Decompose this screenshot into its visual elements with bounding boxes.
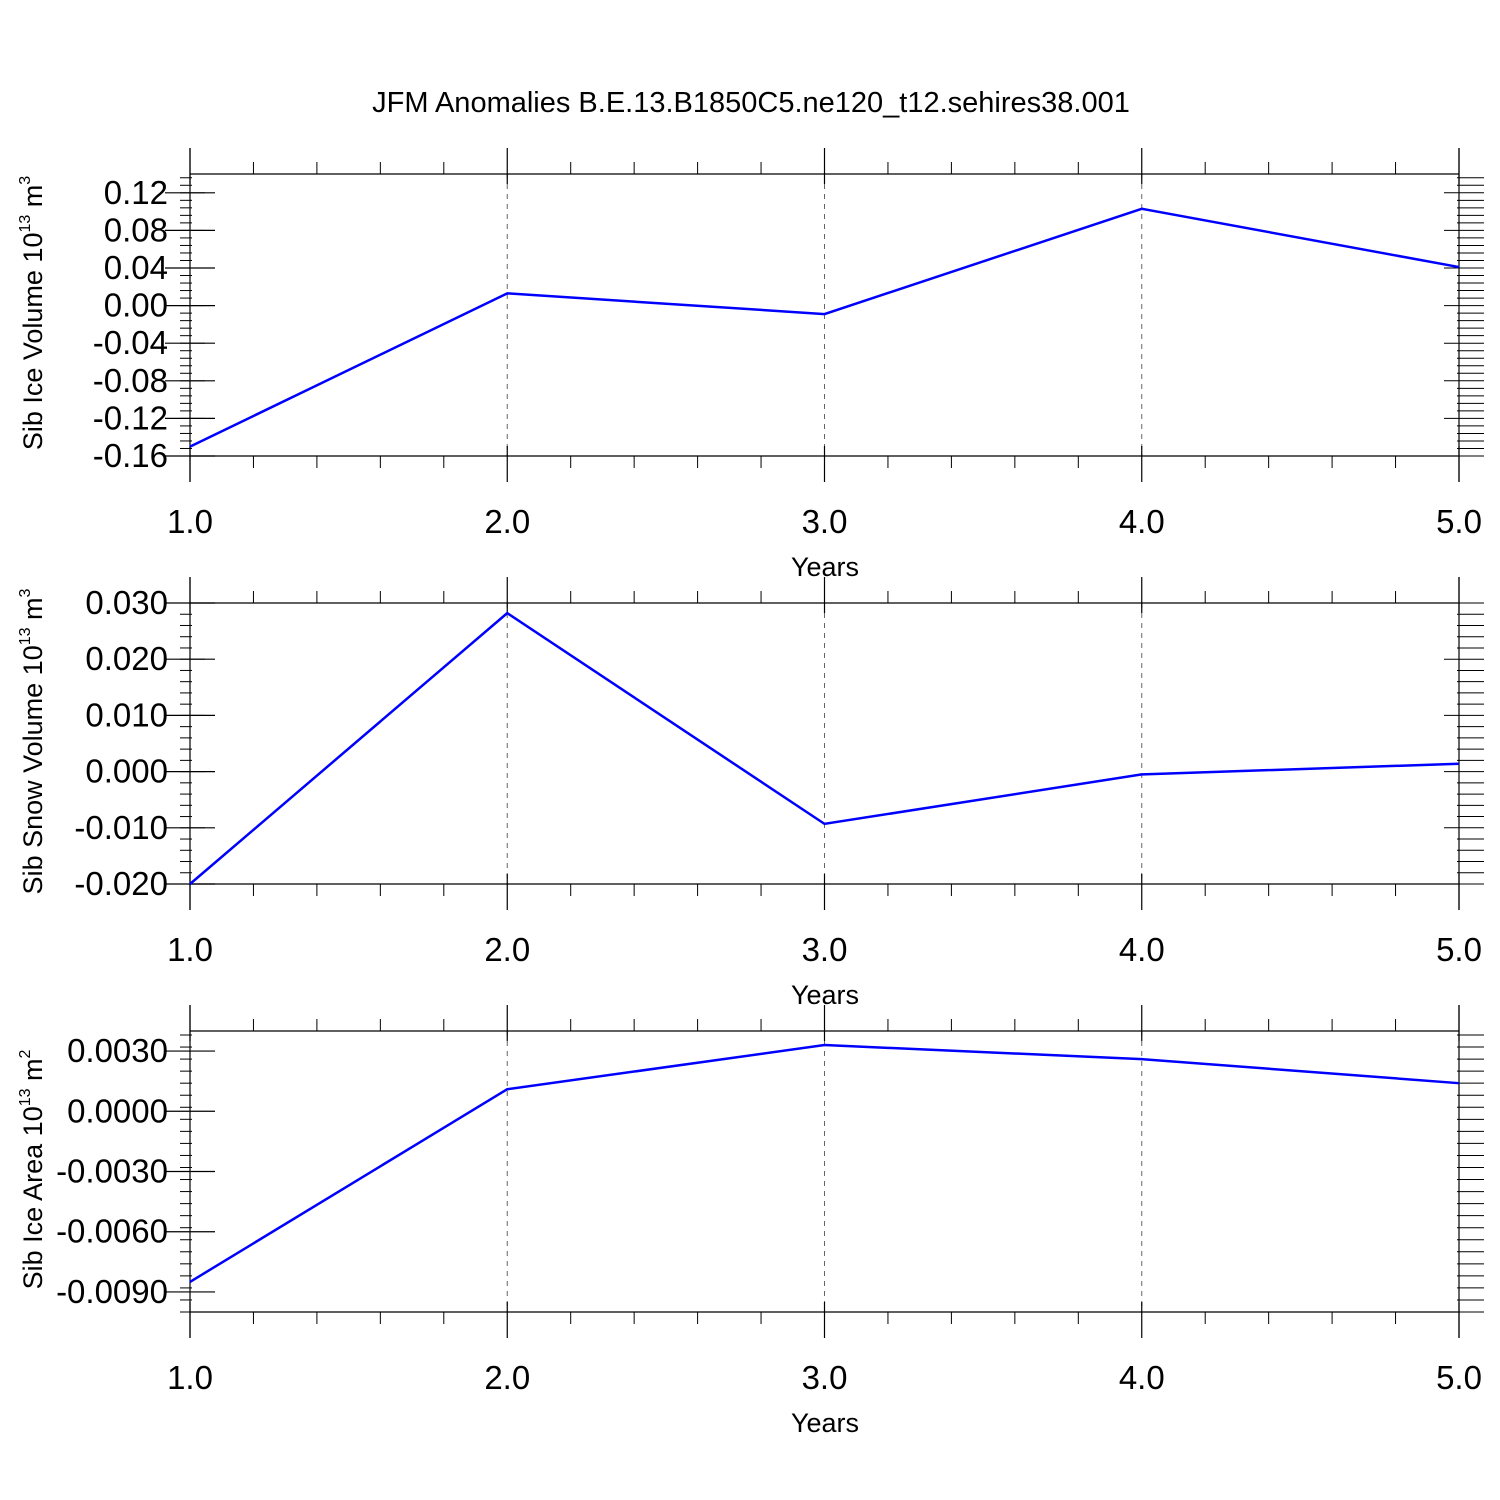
panel-1: 1.0 2.0 3.0 4.0 5.0Years-0.16-0.12-0.08-0.04… bbox=[17, 148, 1484, 582]
y-axis-label-unit-exponent: 3 bbox=[17, 176, 34, 185]
y-tick-label: 0.08 bbox=[104, 211, 168, 248]
y-tick-label: 0.0000 bbox=[67, 1092, 168, 1129]
y-tick-label: -0.020 bbox=[74, 865, 168, 902]
x-tick-label: 1.0 bbox=[167, 931, 213, 968]
y-tick-label: -0.04 bbox=[93, 324, 168, 361]
y-axis-label: Sib Ice Area 1013 m2 bbox=[17, 1049, 48, 1289]
y-tick-label: -0.08 bbox=[93, 362, 168, 399]
x-tick-label: 2.0 bbox=[484, 931, 530, 968]
y-tick-label: 0.000 bbox=[85, 753, 168, 790]
panel-3: 1.0 2.0 3.0 4.0 5.0 Years -0.0090 -0.0060 -0.003… bbox=[17, 1005, 1484, 1438]
y-tick-label: -0.0030 bbox=[56, 1153, 168, 1190]
x-tick-label: 5.0 bbox=[1436, 503, 1482, 540]
y-tick-label: 0.00 bbox=[104, 287, 168, 324]
y-axis-label: Sib Snow Volume 1013 m3 bbox=[17, 588, 48, 894]
y-axis-label-unit-exponent: 3 bbox=[17, 588, 34, 597]
x-tick-label: 1.0 bbox=[167, 503, 213, 540]
y-tick-label: -0.12 bbox=[93, 399, 168, 436]
y-tick-label: -0.0090 bbox=[56, 1273, 168, 1310]
y-axis-label-unit-exponent: 2 bbox=[17, 1049, 34, 1058]
y-tick-label: -0.010 bbox=[74, 809, 168, 846]
x-tick-label: 4.0 bbox=[1119, 931, 1165, 968]
y-tick-label: 0.0030 bbox=[67, 1032, 168, 1069]
panels: 1.0 2.0 3.0 4.0 5.0 Years -0.16-0.12-0.08-0.04… bbox=[17, 148, 1484, 1438]
y-tick-label: 0.030 bbox=[85, 584, 168, 621]
y-axis-label-unit: m bbox=[18, 597, 48, 627]
y-axis-label-exponent: 13 bbox=[17, 215, 34, 233]
y-tick-label: 0.020 bbox=[85, 640, 168, 677]
x-tick-label: 4.0 bbox=[1119, 503, 1165, 540]
x-tick-label: 1.0 bbox=[167, 1359, 213, 1396]
y-axis-label: Sib Ice Volume 1013 m3 bbox=[17, 176, 48, 450]
y-axis-label-main: Sib Ice Volume 10 bbox=[18, 233, 48, 451]
x-tick-label: 3.0 bbox=[802, 503, 848, 540]
y-tick-label: -0.16 bbox=[93, 437, 168, 474]
y-tick-label: 0.12 bbox=[104, 174, 168, 211]
y-axis-label-exponent: 13 bbox=[17, 627, 34, 645]
x-tick-label: 4.0 bbox=[1119, 1359, 1165, 1396]
y-axis-label-main: Sib Snow Volume 10 bbox=[18, 645, 48, 894]
y-tick-label: 0.04 bbox=[104, 249, 168, 286]
y-tick-label: -0.0060 bbox=[56, 1213, 168, 1250]
x-tick-label: 5.0 bbox=[1436, 1359, 1482, 1396]
x-tick-label: 3.0 bbox=[802, 931, 848, 968]
y-tick-label: 0.010 bbox=[85, 696, 168, 733]
x-tick-label: 3.0 bbox=[802, 1359, 848, 1396]
x-tick-label: 2.0 bbox=[484, 503, 530, 540]
panel-2: 1.0 2.0 3.0 4.0 5.0Years-0.020-0.0100.0000.0… bbox=[17, 577, 1484, 1010]
y-axis-label-main: Sib Ice Area 10 bbox=[18, 1106, 48, 1289]
y-axis-label-exponent: 13 bbox=[17, 1088, 34, 1106]
y-axis-label-unit: m bbox=[18, 185, 48, 215]
x-tick-label: 5.0 bbox=[1436, 931, 1482, 968]
figure-title: JFM Anomalies B.E.13.B1850C5.ne120_t12.s… bbox=[372, 87, 1130, 119]
x-tick-label: 2.0 bbox=[484, 1359, 530, 1396]
y-axis-label-unit: m bbox=[18, 1058, 48, 1088]
x-axis-label: Years bbox=[791, 1408, 859, 1438]
